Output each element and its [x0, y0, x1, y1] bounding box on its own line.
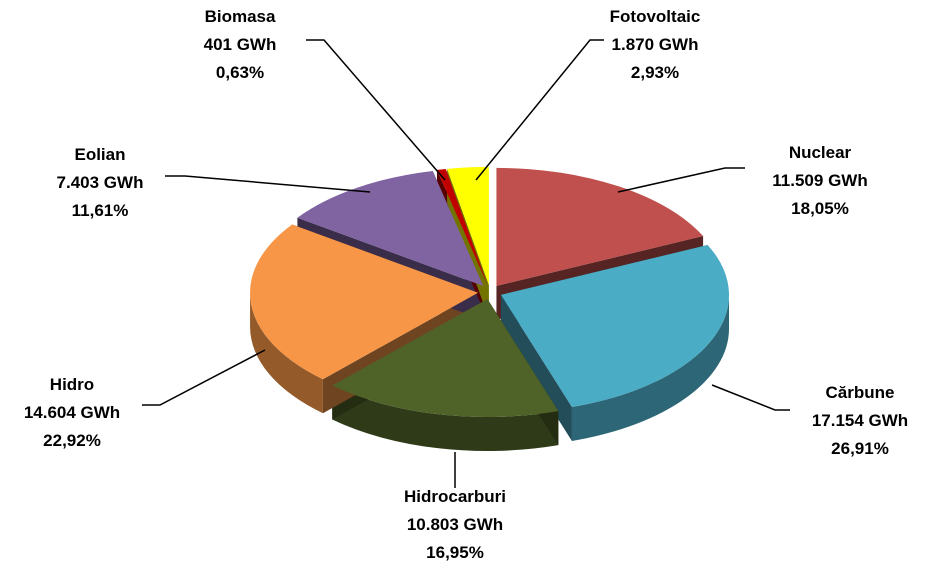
slice-side — [332, 385, 559, 452]
label-line: 26,91% — [831, 439, 889, 458]
label-line: Fotovoltaic — [610, 7, 701, 26]
label-line: Biomasa — [205, 7, 276, 26]
slice — [496, 167, 704, 286]
data-label: Cărbune 17.154 GWh 26,91% — [812, 383, 908, 458]
slice — [501, 244, 730, 408]
label-line: 7.403 GWh — [57, 173, 144, 192]
slice — [447, 166, 489, 285]
label-line: 17.154 GWh — [812, 411, 908, 430]
label-line: Eolian — [74, 145, 125, 164]
label-line: 16,95% — [426, 543, 484, 562]
data-label: Nuclear 11.509 GWh 18,05% — [772, 143, 867, 218]
data-label: Eolian 7.403 GWh 11,61% — [57, 145, 144, 220]
leader-line — [165, 175, 371, 193]
data-label: Fotovoltaic 1.870 GWh 2,93% — [610, 7, 701, 82]
leader-line — [475, 39, 604, 181]
label-line: Nuclear — [789, 143, 852, 162]
leader-line — [711, 384, 790, 411]
label-line: 22,92% — [43, 431, 101, 450]
slice — [436, 168, 488, 285]
slice-side — [250, 292, 323, 414]
leader-line — [142, 349, 266, 406]
slice — [297, 170, 484, 287]
label-line: Hidro — [50, 375, 94, 394]
data-label: Hidrocarburi 10.803 GWh 16,95% — [404, 487, 506, 562]
data-label: Hidro 14.604 GWh 22,92% — [24, 375, 120, 450]
leader-line — [306, 39, 446, 181]
label-line: 0,63% — [216, 63, 264, 82]
slice — [250, 224, 479, 380]
label-line: 11,61% — [72, 201, 129, 220]
label-line: 10.803 GWh — [407, 515, 503, 534]
slice-wall — [501, 294, 572, 442]
slice — [332, 299, 559, 418]
slice-tops — [250, 166, 730, 418]
label-line: 401 GWh — [204, 35, 277, 54]
data-label: Biomasa 401 GWh 0,63% — [204, 7, 277, 82]
leader-line — [617, 167, 745, 193]
label-line: 14.604 GWh — [24, 403, 120, 422]
label-line: 11.509 GWh — [772, 171, 867, 190]
label-line: 18,05% — [791, 199, 849, 218]
slice-side — [571, 294, 730, 442]
label-line: Cărbune — [826, 383, 895, 402]
label-line: Hidrocarburi — [404, 487, 506, 506]
label-line: 2,93% — [631, 63, 679, 82]
label-line: 1.870 GWh — [612, 35, 699, 54]
